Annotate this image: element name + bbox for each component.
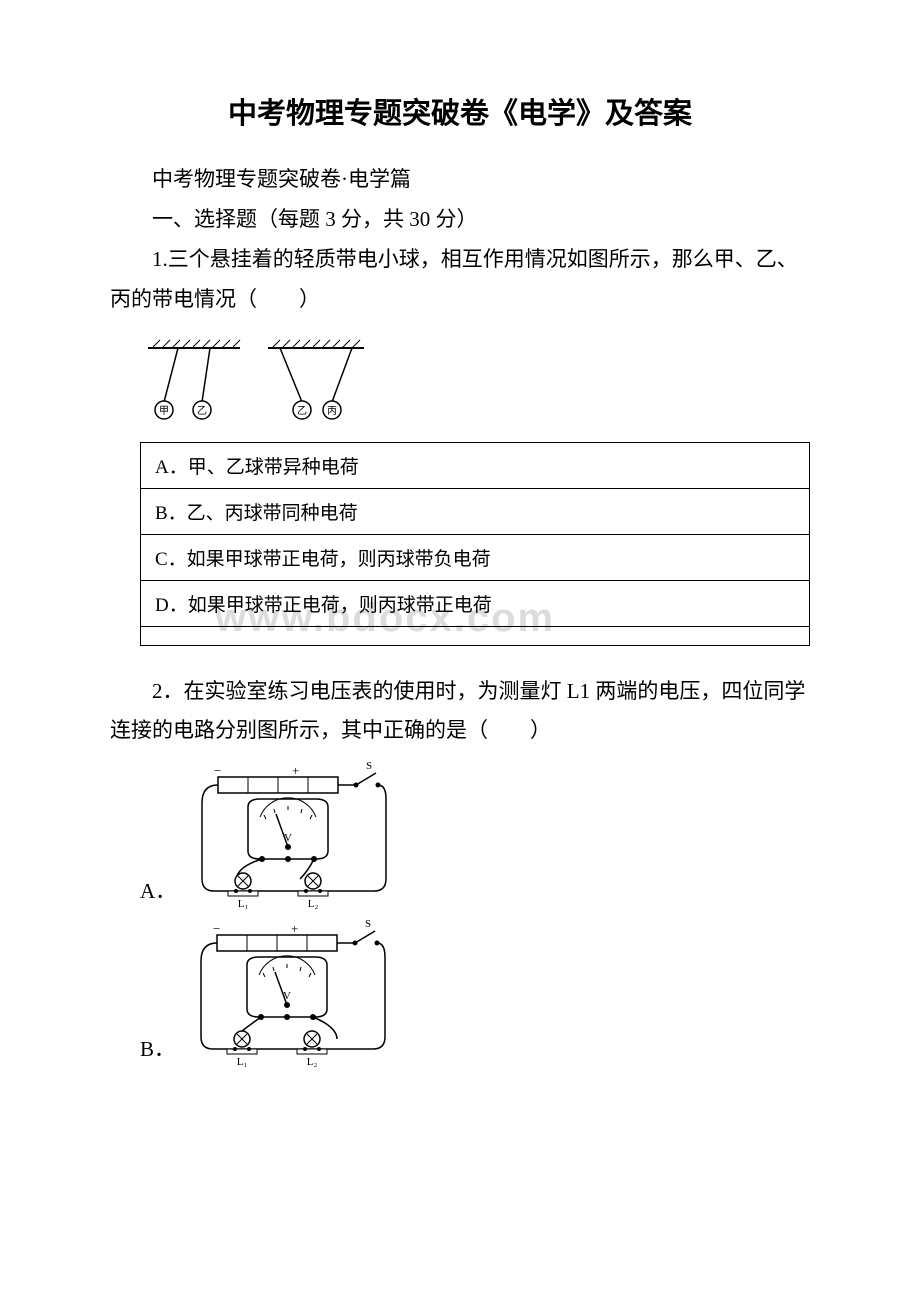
- svg-text:乙: 乙: [297, 405, 307, 417]
- svg-text:S: S: [365, 918, 371, 930]
- circuit-diagram-a: − + S V: [188, 759, 388, 909]
- svg-text:L₂: L₂: [307, 1056, 318, 1067]
- page-title: 中考物理专题突破卷《电学》及答案: [110, 90, 810, 132]
- svg-text:乙: 乙: [197, 405, 207, 417]
- svg-text:V: V: [284, 832, 292, 844]
- svg-text:甲: 甲: [159, 406, 169, 417]
- q2-option-b: B． − + S: [140, 917, 810, 1067]
- option-d: D．如果甲球带正电荷，则丙球带正电荷: [141, 580, 810, 626]
- table-row: C．如果甲球带正电荷，则丙球带负电荷: [141, 534, 810, 580]
- svg-text:S: S: [366, 760, 372, 772]
- option-empty: [141, 626, 810, 645]
- q1-diagram: 甲 乙 乙 丙: [140, 338, 810, 428]
- q2-option-a: A． − + S: [140, 759, 810, 909]
- svg-text:L₁: L₁: [237, 1056, 248, 1067]
- svg-text:+: +: [291, 921, 298, 936]
- svg-text:−: −: [214, 763, 221, 778]
- svg-text:丙: 丙: [327, 406, 337, 417]
- svg-text:−: −: [213, 921, 220, 936]
- table-row: A．甲、乙球带异种电荷: [141, 442, 810, 488]
- hanging-balls-diagram: 甲 乙 乙 丙: [140, 338, 370, 428]
- svg-text:L₂: L₂: [308, 898, 319, 909]
- table-row: B．乙、丙球带同种电荷: [141, 488, 810, 534]
- option-b: B．乙、丙球带同种电荷: [141, 488, 810, 534]
- q1-options-table: A．甲、乙球带异种电荷 B．乙、丙球带同种电荷 C．如果甲球带正电荷，则丙球带负…: [140, 442, 810, 646]
- subtitle: 中考物理专题突破卷·电学篇: [110, 160, 810, 200]
- option-letter-b: B．: [140, 1033, 175, 1063]
- option-c: C．如果甲球带正电荷，则丙球带负电荷: [141, 534, 810, 580]
- svg-text:V: V: [283, 990, 291, 1002]
- option-a: A．甲、乙球带异种电荷: [141, 442, 810, 488]
- section-heading: 一、选择题（每题 3 分，共 30 分）: [110, 200, 810, 240]
- q1-stem: 1.三个悬挂着的轻质带电小球，相互作用情况如图所示，那么甲、乙、丙的带电情况（ …: [110, 240, 810, 320]
- table-row: [141, 626, 810, 645]
- table-row: D．如果甲球带正电荷，则丙球带正电荷: [141, 580, 810, 626]
- svg-text:+: +: [292, 763, 299, 778]
- circuit-diagram-b: − + S V: [187, 917, 387, 1067]
- q2-stem: 2．在实验室练习电压表的使用时，为测量灯 L1 两端的电压，四位同学连接的电路分…: [110, 672, 810, 752]
- option-letter-a: A．: [140, 875, 176, 905]
- svg-text:L₁: L₁: [238, 898, 249, 909]
